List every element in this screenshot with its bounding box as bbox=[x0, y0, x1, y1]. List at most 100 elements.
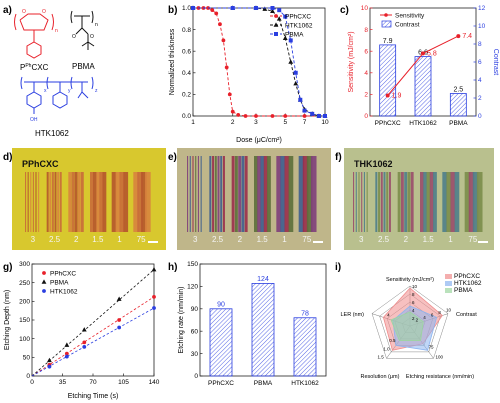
f-lines-line bbox=[472, 172, 479, 232]
plot-b-xtick-label: 7 bbox=[303, 119, 307, 126]
d-lines-line bbox=[90, 172, 94, 232]
plot-b-ytick-label: 1.0 bbox=[182, 5, 191, 12]
mol-n-1: n bbox=[55, 28, 58, 34]
f-lines-line bbox=[450, 172, 456, 232]
plot-b-xtick-label: 5 bbox=[283, 119, 287, 126]
panel-h: h) 0 30 60 90 120 150 90 PPhCXC 124 PBMA 78 HTK1062… bbox=[168, 261, 327, 387]
plot-g-ytick-label: 200 bbox=[19, 299, 30, 306]
plot-g-xtick-label: 70 bbox=[89, 379, 97, 386]
plot-g-point-0 bbox=[117, 318, 122, 322]
f-lines-line bbox=[353, 172, 355, 232]
plot-i-tick: 100 bbox=[436, 354, 444, 359]
plot-b-line-0 bbox=[193, 7, 325, 117]
plot-i-tick: 4 bbox=[387, 313, 390, 318]
plot-g-point-2 bbox=[152, 306, 156, 310]
plot-b-legend-label: PPhCXC bbox=[285, 13, 311, 20]
f-lines-line bbox=[361, 172, 363, 232]
e-labels-label: 2.5 bbox=[212, 235, 224, 244]
e-labels-label: 75 bbox=[302, 235, 311, 244]
e-lines-line bbox=[244, 156, 248, 232]
d-labels-label: 1 bbox=[117, 235, 122, 244]
plot-b-point-2 bbox=[191, 6, 195, 10]
plot-b-point-0 bbox=[243, 114, 248, 118]
plot-b-point-2 bbox=[253, 6, 258, 10]
plot-c-sensitivity-value: 1.9 bbox=[392, 92, 402, 99]
plot-h-ytick-label: 0 bbox=[194, 373, 198, 380]
plot-h-bar-value: 124 bbox=[257, 276, 269, 283]
plot-b-legend-marker bbox=[273, 22, 279, 27]
plot-c-marks: 02468100246810127.9PPhCXC6.6HTK10622.5PB… bbox=[361, 5, 486, 127]
plot-i-legend-label: HTK1062 bbox=[454, 280, 482, 287]
micrograph-f-title: THK1062 bbox=[354, 159, 393, 169]
plot-b-ticks: 1 2 3 5 7 10 0.0 0.2 0.4 0.6 0.8 1.0 bbox=[182, 5, 329, 126]
e-labels-label: 1.5 bbox=[257, 235, 269, 244]
plot-g-point-1 bbox=[116, 296, 122, 301]
mol-z: z bbox=[95, 88, 98, 94]
d-lines-line bbox=[51, 172, 54, 232]
plot-i-tick: 2 bbox=[416, 318, 419, 323]
micrograph-f-dose-labels: 3 2.5 2 1.5 1 75 bbox=[359, 235, 478, 244]
f-labels-label: 2 bbox=[404, 235, 409, 244]
mol-o-1: O bbox=[22, 9, 26, 15]
plot-b-point-0 bbox=[236, 113, 241, 117]
plot-c-ytick-left-label: 6 bbox=[364, 48, 368, 55]
panel-b: b) 1 2 3 5 7 10 0.0 0.2 0.4 0.6 0.8 1.0 Dose (μC/cm… bbox=[168, 5, 329, 144]
plot-b-point-0 bbox=[218, 22, 222, 27]
d-lines-line bbox=[71, 172, 75, 232]
f-lines-line bbox=[454, 172, 460, 232]
plot-c-legend-dot bbox=[384, 13, 388, 17]
d-lines-line bbox=[137, 172, 143, 232]
d-lines-line bbox=[80, 172, 84, 232]
plot-g-ytick-label: 150 bbox=[19, 317, 30, 324]
micrograph-d-lines bbox=[25, 172, 151, 232]
d-labels-label: 2.5 bbox=[49, 235, 61, 244]
d-lines-line bbox=[93, 172, 97, 232]
e-labels-label: 3 bbox=[193, 235, 198, 244]
plot-g-point-1 bbox=[151, 267, 157, 272]
plot-c-ytick-right-label: 2 bbox=[478, 95, 482, 102]
plot-g-series bbox=[31, 267, 157, 377]
plot-i-tick: 10 bbox=[446, 308, 452, 313]
plot-b-point-0 bbox=[230, 109, 235, 114]
plot-c-sensitivity-value: 5.8 bbox=[427, 50, 437, 57]
e-lines-line bbox=[192, 156, 194, 232]
plot-g-legend-label: PBMA bbox=[50, 279, 69, 286]
d-lines-line bbox=[141, 172, 147, 232]
panel-d-label: d) bbox=[3, 152, 12, 163]
d-lines-line bbox=[25, 172, 27, 232]
plot-b-xtick-label: 1 bbox=[191, 119, 195, 126]
panel-a-label: a) bbox=[3, 5, 12, 16]
plot-h-ytick-label: 120 bbox=[187, 284, 198, 291]
f-lines-line bbox=[429, 172, 434, 232]
plot-g-ytick-label: 50 bbox=[23, 355, 31, 362]
plot-h-bar bbox=[251, 283, 275, 377]
f-lines-line bbox=[400, 172, 404, 232]
plot-i-legend-label: PPhCXC bbox=[454, 273, 480, 280]
d-lines-line bbox=[57, 172, 60, 232]
panel-a: a) O O n PPhCXC n O O bbox=[3, 5, 98, 138]
plot-b-ylabel: Normalized thickness bbox=[169, 28, 176, 95]
plot-h-bar bbox=[209, 308, 233, 377]
f-lines-line bbox=[383, 172, 386, 232]
e-lines-line bbox=[267, 156, 271, 232]
f-lines-line bbox=[386, 172, 389, 232]
plot-b-point-2 bbox=[270, 6, 275, 10]
d-lines-line bbox=[68, 172, 72, 232]
panel-f: f) THK1062 3 2.5 2 1.5 1 75 bbox=[335, 148, 494, 250]
plot-h-marks: 0 30 60 90 120 150 90 PPhCXC 124 PBMA 78 HTK1062 bbox=[187, 261, 319, 387]
micrograph-e-lines bbox=[187, 156, 317, 232]
plot-i-tick: 75 bbox=[428, 345, 434, 350]
f-lines-line bbox=[378, 172, 381, 232]
plot-b-point-0 bbox=[270, 114, 275, 118]
htk1062-structure bbox=[20, 76, 94, 114]
plot-b-ytick-label: 0.4 bbox=[182, 70, 191, 77]
plot-i-tick: 6 bbox=[431, 313, 434, 318]
plot-c-ytick-left-label: 2 bbox=[364, 92, 368, 99]
plot-g-legend-marker bbox=[42, 289, 46, 293]
plot-g-xtick-label: 0 bbox=[30, 379, 34, 386]
plot-g-point-1 bbox=[47, 357, 52, 363]
plot-c-ytick-left-label: 10 bbox=[361, 5, 369, 12]
plot-c-bar-value: 7.9 bbox=[383, 38, 393, 45]
pphcxc-name: PPhCXC bbox=[20, 63, 49, 72]
